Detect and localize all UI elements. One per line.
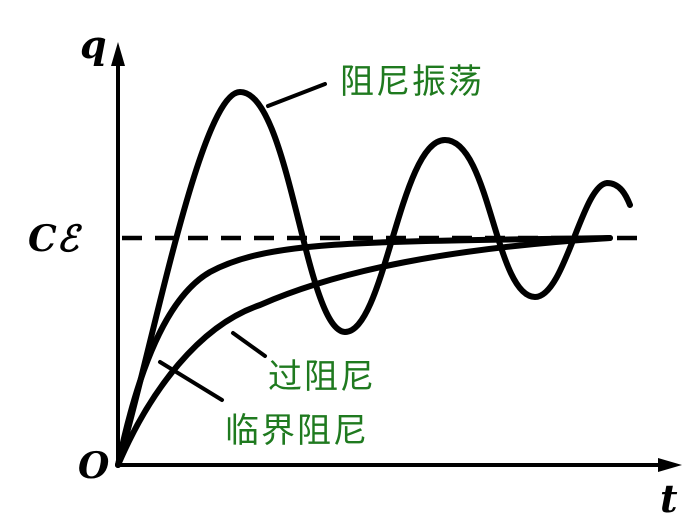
level-label: Cℰ: [28, 218, 83, 260]
critically-damped-label: 临界阻尼: [225, 411, 369, 451]
slow-approach-curve: [115, 235, 613, 468]
underdamped-leader: [266, 82, 327, 108]
horizontal-axis-arrow: [658, 458, 682, 472]
critically-damped-leader: [158, 360, 224, 402]
vertical-axis-label: q: [80, 22, 107, 67]
origin-label: O: [78, 445, 110, 487]
underdamped-label: 阻尼振荡: [340, 62, 484, 102]
overdamped-label: 过阻尼: [268, 357, 376, 397]
fast-approach-curve: [115, 235, 613, 468]
vertical-axis-arrow: [111, 42, 125, 66]
underdamped-curve: [115, 89, 633, 468]
horizontal-axis-label: t: [660, 476, 678, 521]
overdamped-leader: [231, 331, 267, 358]
